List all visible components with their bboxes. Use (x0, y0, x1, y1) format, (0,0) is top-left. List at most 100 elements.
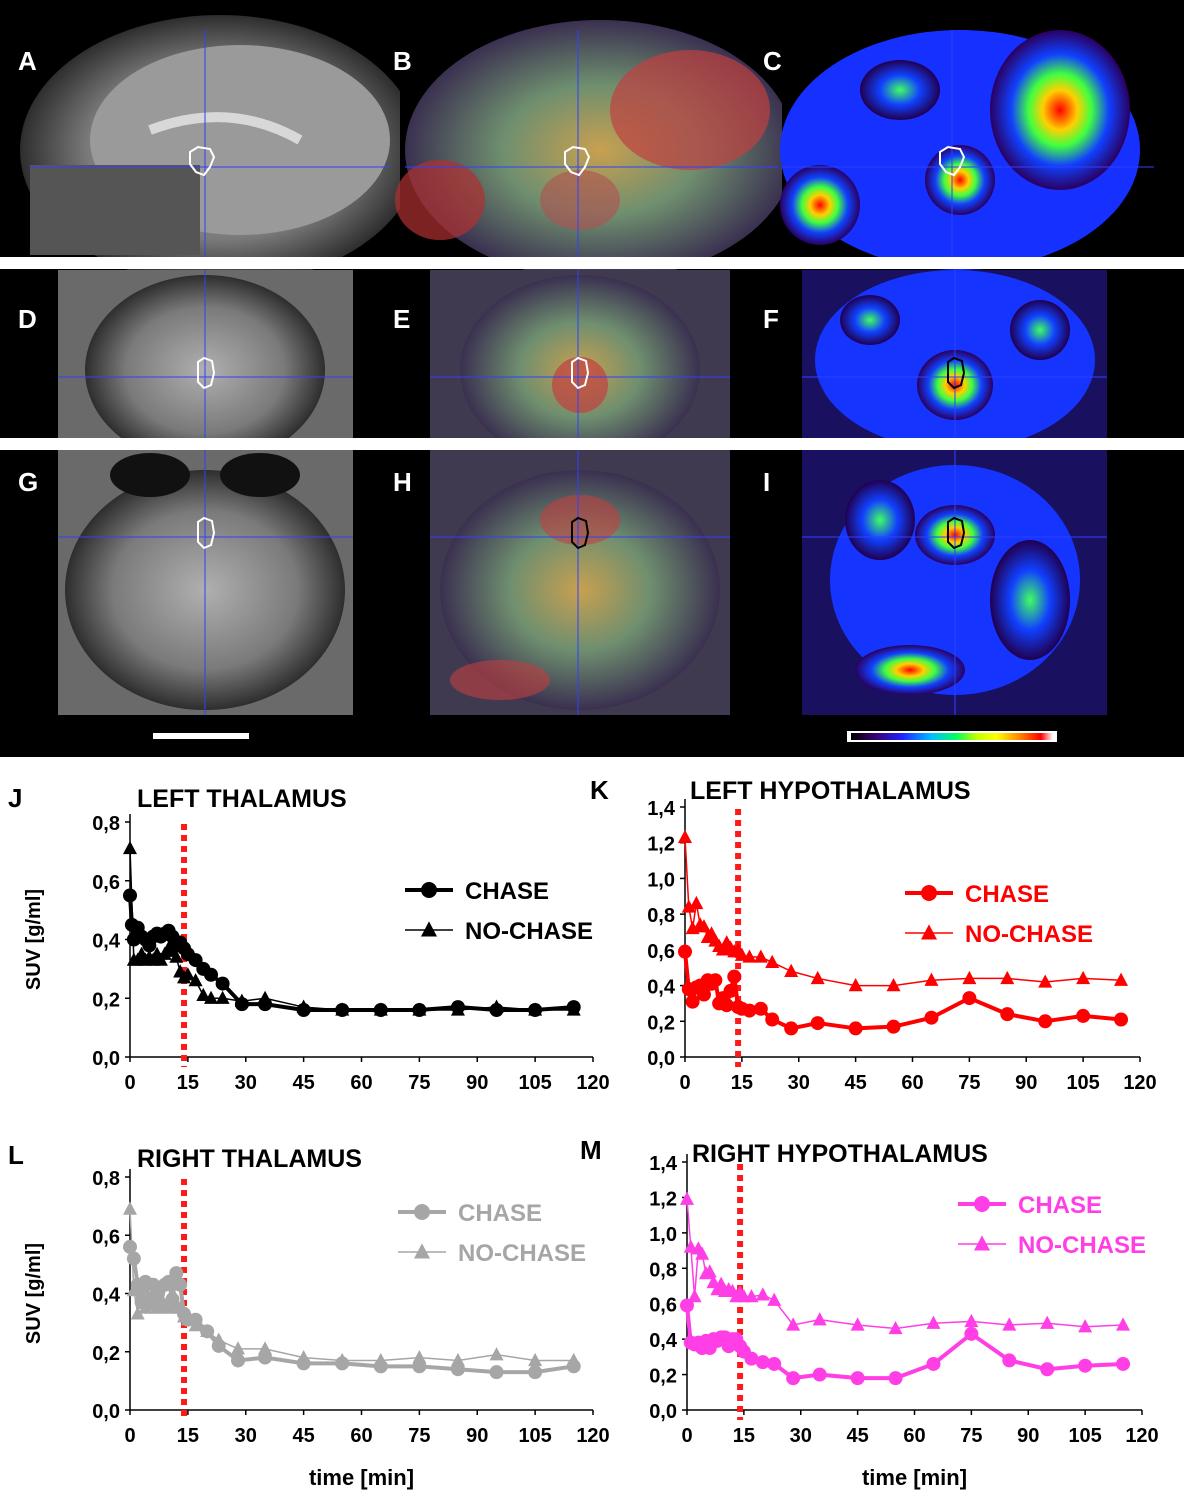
y-tick-label: 0,4 (92, 931, 121, 953)
legend-marker-chase (974, 1196, 990, 1212)
legend-label-no-chase: NO-CHASE (1018, 1232, 1146, 1259)
data-point-no-chase (234, 993, 249, 1007)
imaging-panels (20, 15, 1154, 742)
x-tick-label: 30 (235, 1425, 257, 1447)
y-tick-label: 1,4 (647, 798, 676, 820)
x-tick-label: 30 (235, 1072, 257, 1094)
panel-label-d: D (18, 304, 37, 334)
data-point-no-chase (848, 978, 863, 992)
data-point-no-chase (130, 1306, 145, 1320)
data-point-chase (786, 1371, 801, 1386)
legend-marker-no-chase (414, 1243, 430, 1259)
data-point-no-chase (196, 987, 211, 1001)
data-point-no-chase (685, 920, 700, 935)
y-tick-label: 0,8 (647, 905, 675, 927)
data-point-no-chase (335, 1002, 350, 1016)
data-point-chase (744, 1351, 759, 1366)
data-point-chase (765, 1012, 780, 1027)
x-tick-label: 60 (350, 1425, 372, 1447)
data-point-chase (767, 1356, 782, 1371)
x-tick-label: 60 (350, 1072, 372, 1094)
panel-b-fused-sagittal (395, 20, 795, 280)
data-point-chase (962, 991, 977, 1006)
data-point-chase (1000, 1007, 1015, 1022)
data-point-no-chase (689, 895, 704, 910)
data-point-no-chase (678, 829, 692, 844)
y-tick-label: 0,6 (649, 1295, 677, 1317)
chart-title: RIGHT HYPOTHALAMUS (692, 1140, 988, 1168)
data-point-chase (215, 976, 230, 991)
legend-marker-no-chase (421, 921, 437, 937)
chart-legend: CHASE NO-CHASE (405, 878, 593, 945)
legend-label-chase: CHASE (465, 878, 549, 905)
data-point-chase (886, 1019, 901, 1034)
x-tick-label: 60 (901, 1072, 923, 1094)
data-point-no-chase (180, 967, 195, 981)
data-point-chase (1076, 1008, 1091, 1023)
panel-label-i: I (763, 467, 771, 497)
data-point-no-chase (165, 1285, 180, 1300)
y-tick-label: 0,8 (92, 813, 120, 835)
x-tick-label: 75 (960, 1425, 982, 1447)
chart-panel-label: K (590, 775, 609, 805)
y-axis-label: SUV [g/ml] (23, 1243, 45, 1344)
y-tick-label: 0,6 (92, 872, 120, 894)
data-point-no-chase (924, 972, 939, 986)
data-point-no-chase (687, 1289, 702, 1303)
data-point-no-chase (231, 1341, 246, 1355)
data-point-no-chase (489, 999, 504, 1013)
data-point-chase (742, 1003, 757, 1018)
data-point-no-chase (412, 1350, 427, 1364)
legend-marker-no-chase (974, 1235, 990, 1251)
chart-legend: CHASE NO-CHASE (398, 1200, 586, 1267)
data-point-no-chase (134, 1285, 149, 1300)
data-point-no-chase (784, 963, 799, 977)
panel-h-fused-axial (430, 450, 730, 715)
data-point-no-chase (1114, 972, 1129, 986)
x-tick-label: 0 (679, 1072, 690, 1094)
data-point-chase (1002, 1353, 1017, 1368)
x-tick-label: 105 (518, 1425, 551, 1447)
data-point-no-chase (744, 1289, 759, 1303)
row-separator (0, 257, 1184, 269)
series-line-chase (128, 895, 574, 1012)
panel-i-pet-axial (802, 450, 1107, 715)
data-point-chase (696, 987, 711, 1002)
data-point-chase (888, 1371, 903, 1386)
series-line-no-chase (684, 837, 1122, 987)
data-point-chase (1114, 1012, 1129, 1027)
legend-label-no-chase: NO-CHASE (458, 1240, 586, 1267)
panel-label-a: A (18, 46, 37, 76)
legend-marker-chase (921, 885, 937, 901)
data-point-chase (1078, 1358, 1093, 1373)
data-point-no-chase (258, 1341, 273, 1355)
data-point-no-chase (702, 1264, 717, 1278)
data-point-chase (489, 1365, 504, 1380)
y-tick-label: 0,4 (92, 1285, 121, 1307)
legend-label-no-chase: NO-CHASE (465, 918, 593, 945)
imaging-figure: A B C D E F G H I (0, 0, 1184, 757)
x-tick-label: 45 (293, 1425, 315, 1447)
data-point-no-chase (765, 954, 780, 969)
x-tick-label: 15 (731, 1072, 753, 1094)
legend-label-no-chase: NO-CHASE (965, 921, 1093, 948)
y-tick-label: 0,0 (92, 1048, 120, 1070)
data-point-chase (926, 1356, 941, 1371)
data-point-no-chase (412, 1002, 427, 1016)
y-tick-label: 0,4 (647, 977, 676, 999)
panel-f-pet-coronal (802, 270, 1107, 450)
y-tick-label: 0,0 (647, 1048, 675, 1070)
data-point-no-chase (528, 1002, 543, 1016)
data-point-no-chase (450, 1352, 465, 1367)
x-tick-label: 30 (788, 1072, 810, 1094)
data-point-no-chase (1078, 1319, 1093, 1333)
y-tick-label: 1,4 (649, 1153, 678, 1175)
data-point-no-chase (528, 1352, 543, 1367)
x-tick-label: 90 (1015, 1072, 1037, 1094)
x-tick-label: 30 (790, 1425, 812, 1447)
x-tick-label: 15 (733, 1425, 755, 1447)
y-tick-label: 0,6 (647, 941, 675, 963)
data-point-no-chase (755, 1287, 770, 1301)
data-point-no-chase (926, 1315, 941, 1329)
panel-label-h: H (393, 467, 412, 497)
